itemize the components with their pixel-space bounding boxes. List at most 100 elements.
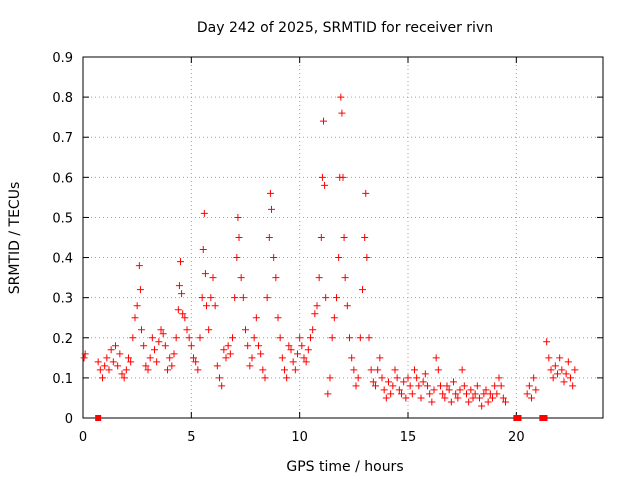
data-point <box>313 302 321 310</box>
data-point <box>222 354 230 362</box>
data-point <box>482 386 490 394</box>
data-point <box>179 310 187 318</box>
data-point <box>178 290 186 298</box>
x-tick-label: 10 <box>291 430 308 445</box>
data-point <box>270 254 278 262</box>
data-point <box>96 366 104 374</box>
data-point <box>136 286 144 294</box>
data-point <box>333 294 340 302</box>
data-point <box>338 109 346 117</box>
y-tick-label: 0.7 <box>52 131 73 146</box>
data-point <box>324 390 332 398</box>
data-point <box>374 366 382 374</box>
data-point <box>350 366 358 374</box>
data-point <box>289 358 297 366</box>
data-point <box>415 382 423 390</box>
data-point <box>231 294 239 302</box>
data-point <box>463 390 470 398</box>
data-point <box>185 334 193 342</box>
data-point <box>317 234 325 241</box>
data-point <box>380 386 388 394</box>
data-point <box>408 390 416 398</box>
data-point <box>549 374 557 382</box>
data-point <box>417 394 425 402</box>
y-tick-label: 0.5 <box>52 211 73 226</box>
data-point <box>192 358 200 366</box>
data-point <box>363 254 371 262</box>
data-point <box>564 358 572 366</box>
data-point <box>250 334 258 342</box>
data-point <box>560 378 568 386</box>
data-point <box>486 390 494 398</box>
data-point <box>131 314 139 322</box>
data-point <box>172 334 180 342</box>
data-point <box>99 374 106 382</box>
data-point <box>480 390 488 398</box>
data-point <box>473 382 481 390</box>
data-point <box>398 390 405 398</box>
data-point <box>320 117 327 125</box>
data-point <box>153 358 161 366</box>
data-point <box>352 382 360 390</box>
data-point <box>125 354 132 362</box>
data-point <box>391 366 399 374</box>
data-point <box>168 362 176 370</box>
data-point <box>148 334 156 342</box>
data-point <box>348 354 356 362</box>
y-tick-label: 0.1 <box>52 372 73 387</box>
data-point <box>404 374 412 382</box>
data-point <box>402 394 410 402</box>
data-point <box>278 354 286 362</box>
data-point <box>452 390 460 398</box>
chart-title: Day 242 of 2025, SRMTID for receiver riv… <box>197 20 493 36</box>
data-point <box>161 342 169 350</box>
data-point <box>545 354 553 362</box>
data-point <box>159 330 167 338</box>
data-point <box>428 398 436 406</box>
data-point <box>437 382 444 390</box>
data-point <box>454 394 462 402</box>
data-point <box>233 254 241 262</box>
data-point <box>296 334 304 342</box>
data-point <box>155 338 163 346</box>
data-point <box>105 366 113 374</box>
data-point <box>203 302 210 310</box>
data-point <box>257 350 265 358</box>
data-point <box>255 342 262 350</box>
data-point <box>107 346 115 354</box>
data-point <box>465 398 473 406</box>
data-point <box>365 334 373 342</box>
data-point <box>346 334 353 342</box>
data-point <box>467 386 475 394</box>
data-point <box>354 374 362 382</box>
data-point <box>114 362 122 370</box>
data-point <box>144 366 152 374</box>
data-point <box>393 374 401 382</box>
data-point <box>194 366 202 374</box>
data-point <box>341 274 349 282</box>
data-point <box>424 382 431 390</box>
y-tick-label: 0.9 <box>52 51 73 66</box>
data-point <box>328 334 336 342</box>
data-point <box>263 294 271 302</box>
data-point <box>181 314 189 322</box>
data-point <box>340 234 348 241</box>
data-point <box>283 374 291 382</box>
data-point <box>118 370 126 378</box>
data-point <box>372 382 379 390</box>
data-point <box>426 390 434 398</box>
data-point <box>489 394 496 402</box>
data-point <box>554 370 561 378</box>
data-point <box>133 302 141 310</box>
data-point <box>229 334 236 342</box>
data-point <box>458 366 466 374</box>
data-point <box>261 374 269 382</box>
data-point <box>109 358 117 366</box>
data-point <box>361 234 369 241</box>
y-tick-label: 0.3 <box>52 292 73 307</box>
data-point <box>495 374 503 382</box>
data-point <box>140 342 148 350</box>
data-point <box>198 294 206 302</box>
data-point <box>532 386 540 394</box>
data-point <box>216 374 223 382</box>
